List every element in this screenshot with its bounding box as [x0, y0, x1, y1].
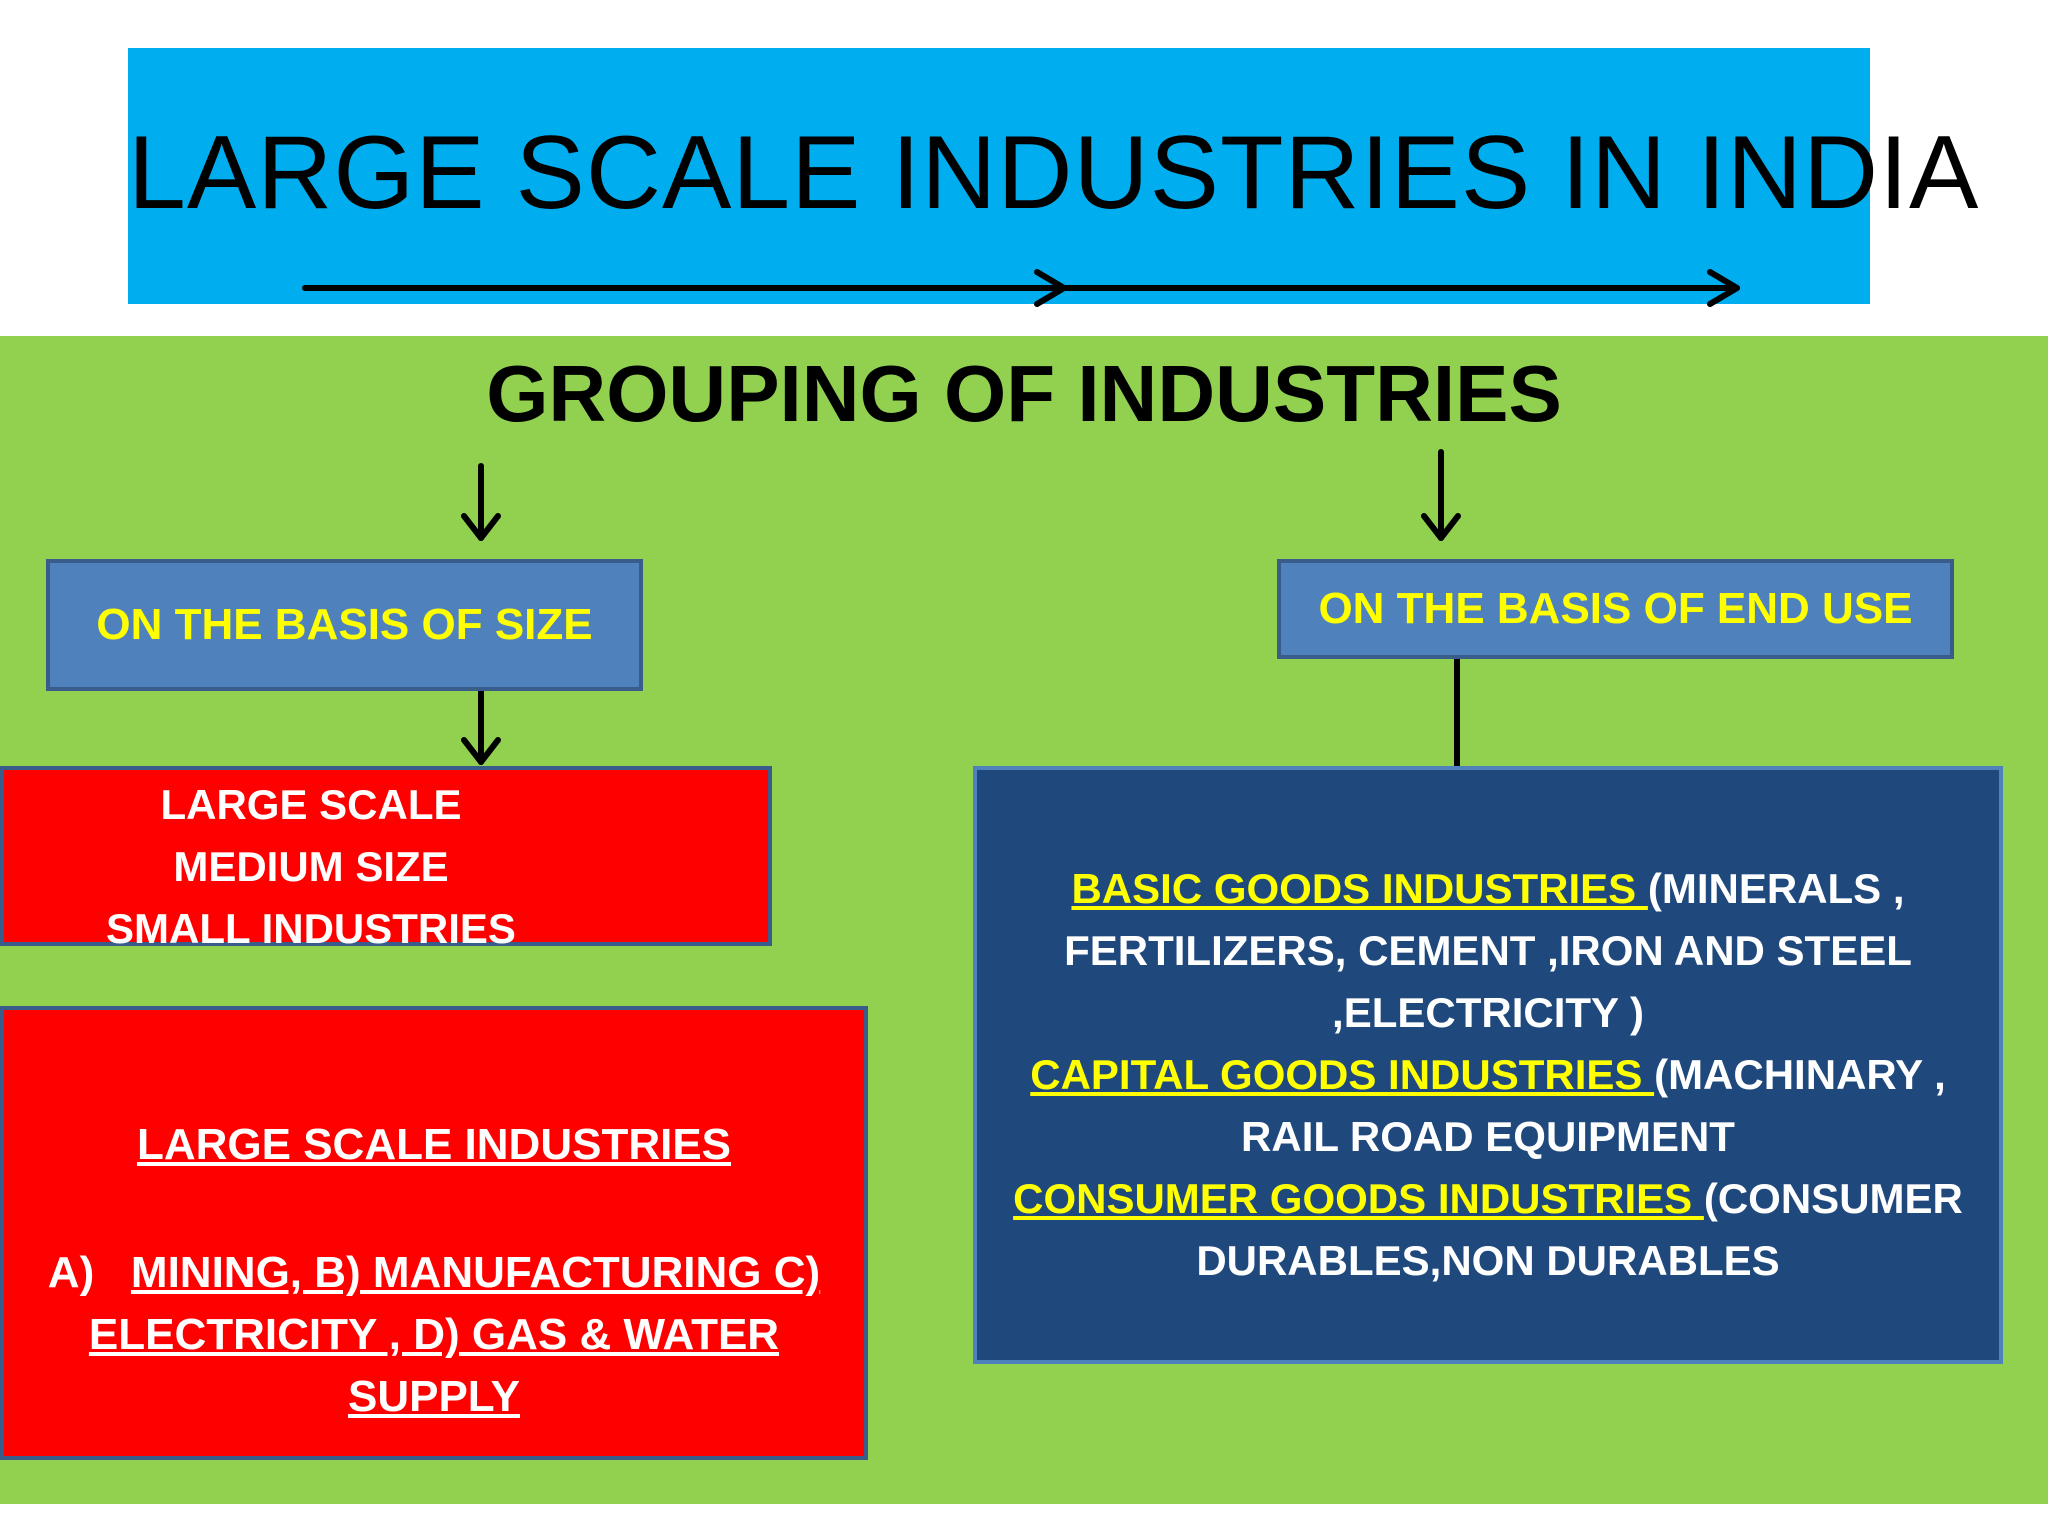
category-medium-size: MEDIUM SIZE: [173, 843, 449, 890]
basic-goods-line: BASIC GOODS INDUSTRIES (MINERALS ,: [977, 858, 1999, 920]
category-large-scale: LARGE SCALE: [160, 781, 462, 828]
diagram-heading: GROUPING OF INDUSTRIES: [486, 349, 1562, 438]
consumer-goods-name: CONSUMER GOODS INDUSTRIES: [1013, 1175, 1704, 1222]
capital-goods-detail: (MACHINARY ,: [1654, 1051, 1946, 1098]
arrow-to-size-list: [461, 688, 501, 765]
arrow-to-size-header: [461, 463, 501, 541]
list-line-2: ELECTRICITY , D) GAS & WATER SUPPLY: [88, 1310, 780, 1421]
size-categories-box: LARGE SCALE MEDIUM SIZE SMALL INDUSTRIES: [0, 766, 772, 952]
arrow-to-end-use-header: [1421, 449, 1461, 541]
consumer-goods-detail-1: DURABLES,NON DURABLES: [1196, 1237, 1780, 1284]
end-use-categories-box: BASIC GOODS INDUSTRIES (MINERALS , FERTI…: [973, 766, 2003, 1364]
basic-goods-name: BASIC GOODS INDUSTRIES: [1071, 865, 1648, 912]
large-scale-industries-list: A) MINING, B) MANUFACTURING C) ELECTRICI…: [4, 1242, 864, 1428]
capital-goods-line: CAPITAL GOODS INDUSTRIES (MACHINARY ,: [977, 1044, 1999, 1106]
page-title: LARGE SCALE INDUSTRIES IN INDIA: [128, 115, 1980, 231]
consumer-goods-detail: (CONSUMER: [1703, 1175, 1963, 1222]
list-line-1: MINING, B) MANUFACTURING C): [130, 1248, 821, 1297]
category-small-industries: SMALL INDUSTRIES: [106, 905, 516, 952]
title-banner: LARGE SCALE INDUSTRIES IN INDIA: [128, 48, 1980, 304]
large-scale-industries-box: LARGE SCALE INDUSTRIES A) MINING, B) MAN…: [0, 1006, 868, 1460]
basic-goods-detail-1: FERTILIZERS, CEMENT ,IRON AND STEEL: [1064, 927, 1912, 974]
end-use-basis-header: ON THE BASIS OF END USE: [1277, 559, 1954, 659]
large-scale-industries-title: LARGE SCALE INDUSTRIES: [136, 1120, 732, 1169]
title-underline-arrow: [302, 269, 1740, 307]
consumer-goods-line: CONSUMER GOODS INDUSTRIES (CONSUMER: [977, 1168, 1999, 1230]
capital-goods-detail-1: RAIL ROAD EQUIPMENT: [1241, 1113, 1735, 1160]
basic-goods-detail: (MINERALS ,: [1647, 865, 1905, 912]
size-basis-header: ON THE BASIS OF SIZE: [46, 559, 643, 691]
basic-goods-detail-2: ,ELECTRICITY ): [1332, 989, 1644, 1036]
list-prefix: A): [47, 1248, 95, 1297]
capital-goods-name: CAPITAL GOODS INDUSTRIES: [1030, 1051, 1655, 1098]
